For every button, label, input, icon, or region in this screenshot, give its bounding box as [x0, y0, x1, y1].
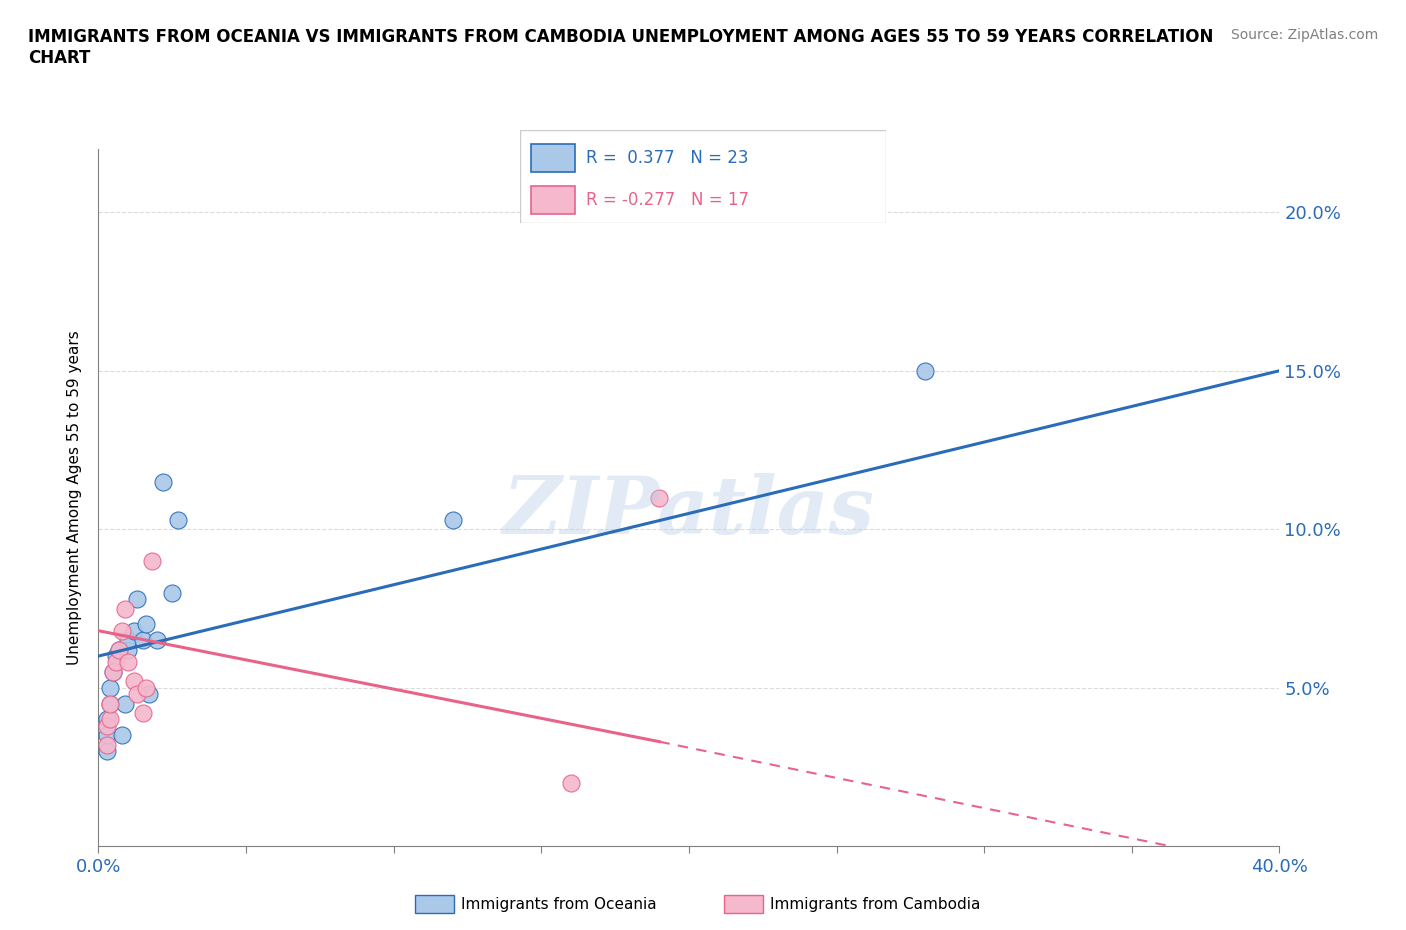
- Point: [441, 512, 464, 527]
- Point: [167, 512, 190, 527]
- Point: [117, 632, 139, 647]
- Y-axis label: Unemployment Among Ages 55 to 59 years: Unemployment Among Ages 55 to 59 years: [67, 330, 83, 665]
- Point: [138, 686, 160, 701]
- Point: [648, 490, 671, 505]
- Point: [98, 697, 121, 711]
- FancyBboxPatch shape: [520, 130, 886, 223]
- Point: [135, 617, 157, 631]
- Point: [114, 697, 136, 711]
- Text: ZIPatlas: ZIPatlas: [503, 472, 875, 551]
- Point: [152, 474, 174, 489]
- Point: [132, 632, 155, 647]
- Point: [98, 712, 121, 727]
- Text: Immigrants from Cambodia: Immigrants from Cambodia: [770, 897, 981, 912]
- Point: [96, 744, 118, 759]
- Point: [96, 728, 118, 743]
- Point: [125, 686, 148, 701]
- Point: [125, 591, 148, 606]
- Point: [914, 364, 936, 379]
- Bar: [531, 144, 575, 172]
- Point: [105, 655, 128, 670]
- Point: [122, 674, 145, 689]
- Point: [162, 585, 183, 600]
- Text: R =  0.377   N = 23: R = 0.377 N = 23: [586, 149, 748, 167]
- Text: IMMIGRANTS FROM OCEANIA VS IMMIGRANTS FROM CAMBODIA UNEMPLOYMENT AMONG AGES 55 T: IMMIGRANTS FROM OCEANIA VS IMMIGRANTS FR…: [28, 28, 1213, 67]
- Point: [135, 681, 157, 696]
- Point: [111, 623, 134, 638]
- Text: Source: ZipAtlas.com: Source: ZipAtlas.com: [1230, 28, 1378, 42]
- Point: [108, 643, 131, 658]
- Text: R = -0.277   N = 17: R = -0.277 N = 17: [586, 191, 749, 209]
- Point: [98, 681, 121, 696]
- Point: [114, 601, 136, 616]
- Point: [122, 623, 145, 638]
- Point: [560, 776, 582, 790]
- Point: [117, 655, 139, 670]
- Text: Immigrants from Oceania: Immigrants from Oceania: [461, 897, 657, 912]
- Point: [111, 728, 134, 743]
- Point: [103, 664, 125, 679]
- Point: [96, 737, 118, 752]
- Bar: [531, 186, 575, 214]
- Point: [96, 712, 118, 727]
- Point: [103, 664, 125, 679]
- Point: [108, 643, 131, 658]
- Point: [141, 553, 163, 568]
- Point: [132, 706, 155, 721]
- Point: [96, 718, 118, 733]
- Point: [98, 697, 121, 711]
- Point: [146, 632, 169, 647]
- Point: [105, 648, 128, 663]
- Point: [117, 643, 139, 658]
